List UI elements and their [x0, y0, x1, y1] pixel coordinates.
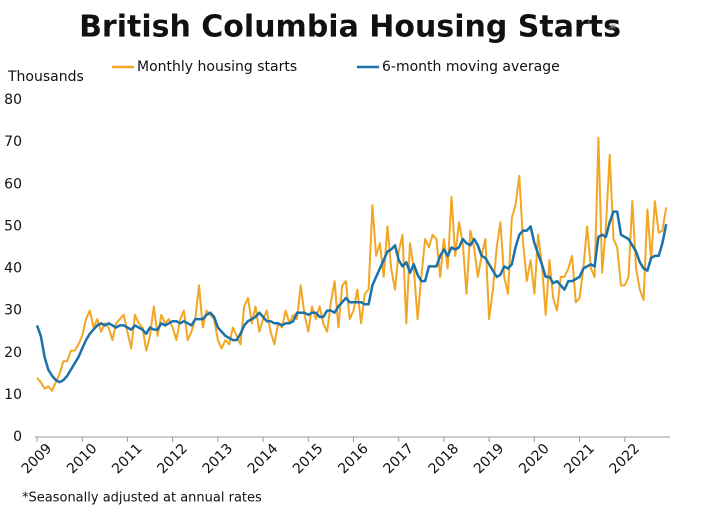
x-tick-label: 2011 [109, 441, 146, 478]
y-tick-label: 10 [4, 387, 22, 403]
series-line [35, 210, 668, 384]
legend-label: 6-month moving average [382, 59, 560, 75]
legend-label: Monthly housing starts [137, 59, 297, 75]
x-tick-label: 2021 [561, 441, 598, 478]
y-tick-label: 40 [4, 261, 22, 277]
x-tick-label: 2016 [335, 441, 372, 478]
x-tick-label: 2009 [19, 441, 56, 478]
y-axis-label: Thousands [7, 69, 84, 85]
x-tick-label: 2018 [426, 441, 463, 478]
series-line [36, 136, 668, 392]
x-tick-label: 2013 [200, 441, 237, 478]
y-tick-label: 30 [4, 303, 22, 319]
y-tick-label: 20 [4, 345, 22, 361]
x-tick-label: 2015 [290, 441, 327, 478]
y-tick-label: 60 [4, 176, 22, 192]
x-tick-label: 2014 [245, 441, 282, 478]
x-tick-label: 2017 [380, 441, 417, 478]
x-tick-label: 2020 [516, 441, 553, 478]
x-tick-label: 2022 [607, 441, 644, 478]
y-tick-label: 50 [4, 218, 22, 234]
x-tick-label: 2012 [154, 441, 191, 478]
y-tick-label: 70 [4, 134, 22, 150]
y-tick-label: 80 [4, 92, 22, 108]
y-tick-label: 0 [13, 429, 22, 445]
title-mark: * [608, 20, 616, 39]
footnote: *Seasonally adjusted at annual rates [22, 491, 262, 506]
chart-title: British Columbia Housing Starts [79, 10, 621, 45]
x-tick-label: 2010 [64, 441, 101, 478]
x-tick-label: 2019 [471, 441, 508, 478]
